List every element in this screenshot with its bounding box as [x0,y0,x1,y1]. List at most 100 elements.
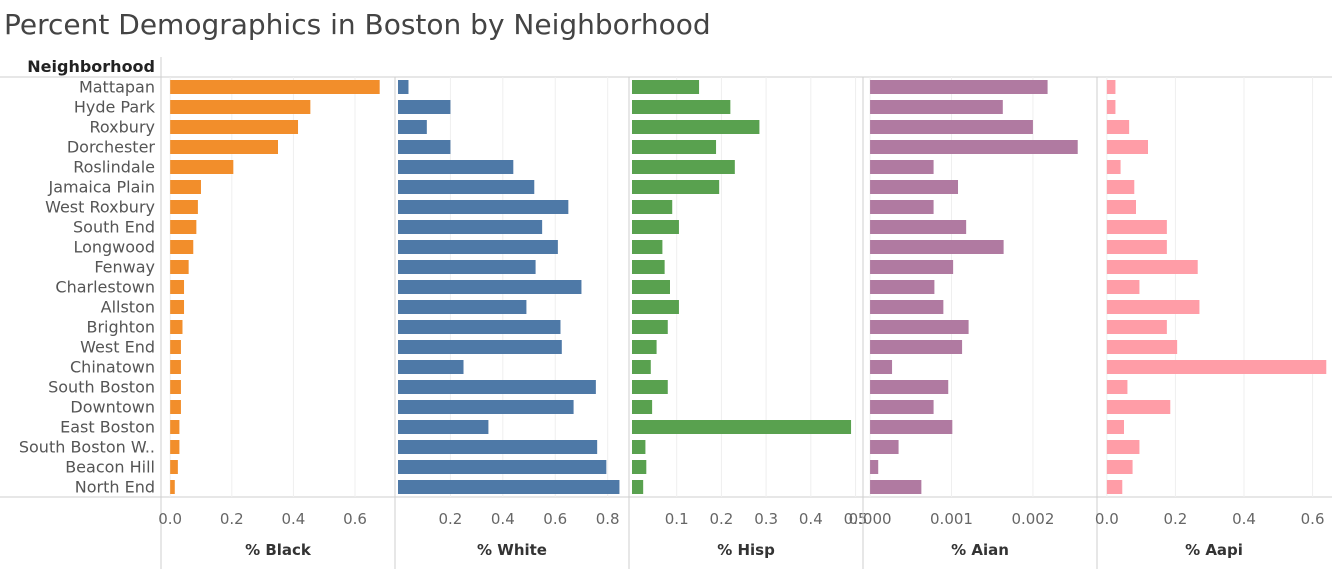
row-label-west-roxbury: West Roxbury [45,198,155,217]
bar-black-west-end [170,340,181,354]
bar-aapi-south-end [1106,220,1167,234]
bar-hisp-charlestown [632,280,670,294]
row-header: Neighborhood [27,57,155,76]
bar-hisp-allston [632,300,679,314]
bar-aian-jamaica-plain [870,180,959,194]
bar-white-longwood [398,240,558,254]
axis-title-black: % Black [245,541,312,559]
bar-black-downtown [170,400,181,414]
bar-black-roslindale [170,160,234,174]
bar-white-beacon-hill [398,460,607,474]
bar-aapi-brighton [1106,320,1167,334]
bar-white-south-boston-w [398,440,598,454]
bar-aian-brighton [870,320,969,334]
row-label-charlestown: Charlestown [55,278,155,297]
bar-black-roxbury [170,120,299,134]
bar-hisp-south-end [632,220,679,234]
tick-label-aapi-2: 0.4 [1232,510,1256,528]
bar-white-brighton [398,320,561,334]
tick-label-aian-2: 0.002 [1011,510,1054,528]
bar-hisp-beacon-hill [632,460,647,474]
bar-aapi-beacon-hill [1106,460,1133,474]
bar-aian-roxbury [870,120,1033,134]
tick-label-black-3: 0.6 [343,510,367,528]
bar-aapi-allston [1106,300,1200,314]
bar-hisp-dorchester [632,140,717,154]
bar-white-jamaica-plain [398,180,535,194]
bar-hisp-fenway [632,260,665,274]
bar-black-jamaica-plain [170,180,201,194]
row-label-longwood: Longwood [73,238,155,257]
row-label-south-boston: South Boston [48,378,155,397]
bar-aian-south-boston [870,380,949,394]
tick-label-aapi-1: 0.2 [1163,510,1187,528]
row-label-south-end: South End [73,218,155,237]
bar-hisp-jamaica-plain [632,180,720,194]
bar-black-east-boston [170,420,180,434]
tick-label-black-2: 0.4 [281,510,305,528]
row-label-east-boston: East Boston [60,418,155,437]
bar-aapi-south-boston [1106,380,1128,394]
bar-hisp-roslindale [632,160,735,174]
bar-white-downtown [398,400,574,414]
bar-aian-allston [870,300,944,314]
axis-title-white: % White [477,541,547,559]
bar-white-roslindale [398,160,514,174]
bar-aian-longwood [870,240,1004,254]
axis-title-aapi: % Aapi [1185,541,1243,559]
bar-black-brighton [170,320,183,334]
bar-aian-roslindale [870,160,934,174]
bar-aapi-roslindale [1106,160,1121,174]
bar-black-beacon-hill [170,460,178,474]
row-label-brighton: Brighton [87,318,156,337]
bar-black-south-boston [170,380,181,394]
bar-aian-south-boston-w [870,440,899,454]
tick-label-black-0: 0.0 [158,510,182,528]
bar-white-west-end [398,340,562,354]
bar-hisp-hyde-park [632,100,731,114]
row-label-west-end: West End [80,338,155,357]
bar-hisp-brighton [632,320,668,334]
bar-hisp-north-end [632,480,644,494]
bar-aapi-roxbury [1106,120,1130,134]
bar-aapi-west-end [1106,340,1178,354]
bar-aapi-hyde-park [1106,100,1116,114]
bar-aian-south-end [870,220,967,234]
bar-aapi-north-end [1106,480,1123,494]
bar-black-south-end [170,220,197,234]
bar-white-hyde-park [398,100,451,114]
tick-label-hisp-4: 0.5 [844,510,868,528]
bar-white-south-boston [398,380,596,394]
bar-aapi-chinatown [1106,360,1327,374]
tick-label-aapi-3: 0.6 [1301,510,1325,528]
bar-aapi-fenway [1106,260,1198,274]
bar-hisp-east-boston [632,420,852,434]
tick-label-white-0: 0.2 [438,510,462,528]
bar-aian-east-boston [870,420,953,434]
row-label-chinatown: Chinatown [70,358,155,377]
bar-aapi-longwood [1106,240,1167,254]
tick-label-black-1: 0.2 [220,510,244,528]
bar-white-roxbury [398,120,427,134]
bar-hisp-mattapan [632,80,700,94]
bar-white-east-boston [398,420,489,434]
row-label-north-end: North End [75,478,155,497]
bar-white-mattapan [398,80,409,94]
bar-hisp-west-end [632,340,657,354]
bar-black-mattapan [170,80,380,94]
bar-aapi-west-roxbury [1106,200,1136,214]
bar-aapi-jamaica-plain [1106,180,1135,194]
bar-white-fenway [398,260,536,274]
tick-label-aian-0: 0.000 [849,510,892,528]
tick-label-hisp-3: 0.4 [799,510,823,528]
bar-black-chinatown [170,360,181,374]
bar-aapi-dorchester [1106,140,1148,154]
bar-black-allston [170,300,185,314]
tick-label-aapi-0: 0.0 [1095,510,1119,528]
bar-aian-west-end [870,340,963,354]
chart-title: Percent Demographics in Boston by Neighb… [4,8,711,41]
bar-black-west-roxbury [170,200,198,214]
bar-hisp-west-roxbury [632,200,673,214]
bar-aian-mattapan [870,80,1048,94]
bar-aapi-east-boston [1106,420,1124,434]
